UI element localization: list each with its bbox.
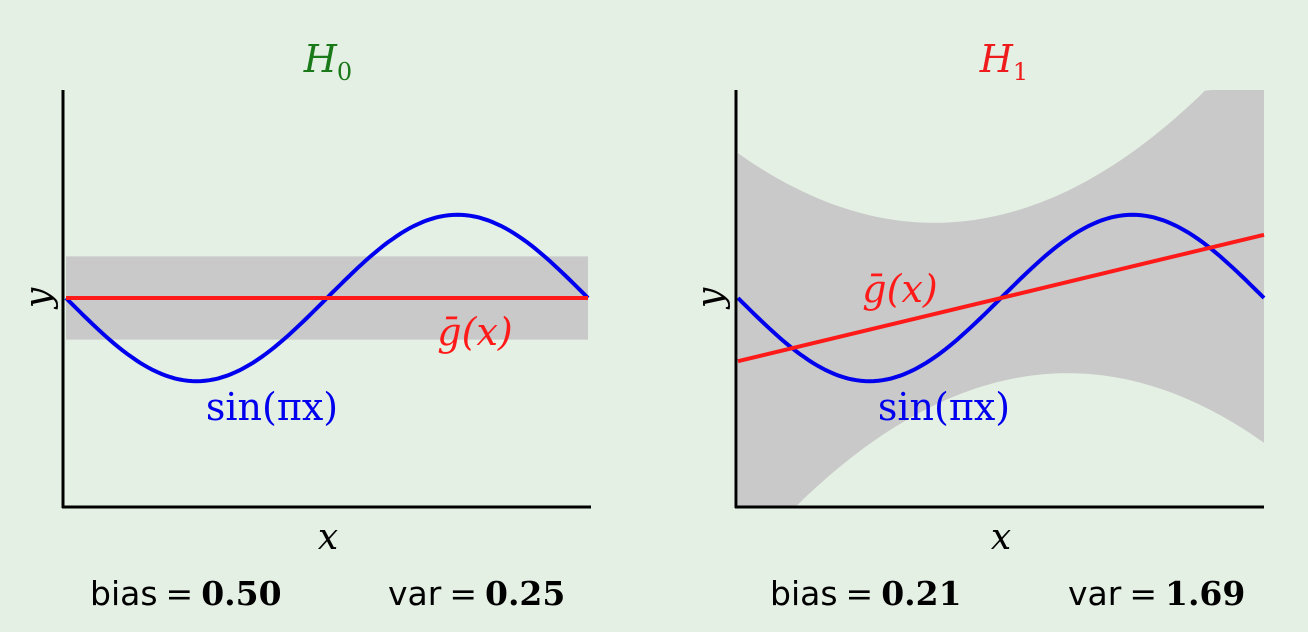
equals-sign: = (449, 574, 477, 613)
bias-label: bias (770, 574, 838, 613)
title-letter: H (979, 37, 1014, 81)
title-letter: H (303, 37, 338, 81)
bias-value: 0.21 (881, 574, 961, 613)
average-hypothesis-label: ḡ(x) (862, 267, 937, 311)
title-subscript: 0 (337, 58, 352, 86)
var-label: var (388, 574, 442, 613)
y-axis-label: y (690, 287, 731, 310)
equals-sign: = (846, 574, 874, 613)
x-axis-label: x (991, 517, 1011, 558)
x-axis-label: x (318, 517, 338, 558)
panel-h0: H0 x y sin(πx) ḡ(x) bias = 0.50 var = 0.25 (18, 37, 591, 613)
bias-value: 0.50 (201, 574, 281, 613)
bias-readout: bias = 0.21 (770, 574, 962, 613)
bias-readout: bias = 0.50 (90, 574, 282, 613)
target-curve-label: sin(πx) (206, 385, 338, 429)
equals-sign: = (1129, 574, 1157, 613)
var-readout: var = 0.25 (388, 574, 565, 613)
var-readout: var = 1.69 (1068, 574, 1245, 613)
equals-sign: = (166, 574, 194, 613)
target-curve-label: sin(πx) (878, 385, 1010, 429)
panel-title-h1: H1 (979, 37, 1028, 86)
bias-label: bias (90, 574, 158, 613)
average-hypothesis-line (737, 232, 1265, 364)
var-value: 0.25 (485, 574, 565, 613)
panel-h1: H1 x y sin(πx) ḡ(x) bias = 0.21 var = 1.69 (690, 37, 1266, 613)
y-axis-label: y (18, 287, 59, 310)
var-label: var (1068, 574, 1122, 613)
title-subscript: 1 (1013, 58, 1028, 86)
average-hypothesis-label: ḡ(x) (437, 310, 512, 354)
panel-title-h0: H0 (303, 37, 352, 86)
var-value: 1.69 (1165, 574, 1245, 613)
